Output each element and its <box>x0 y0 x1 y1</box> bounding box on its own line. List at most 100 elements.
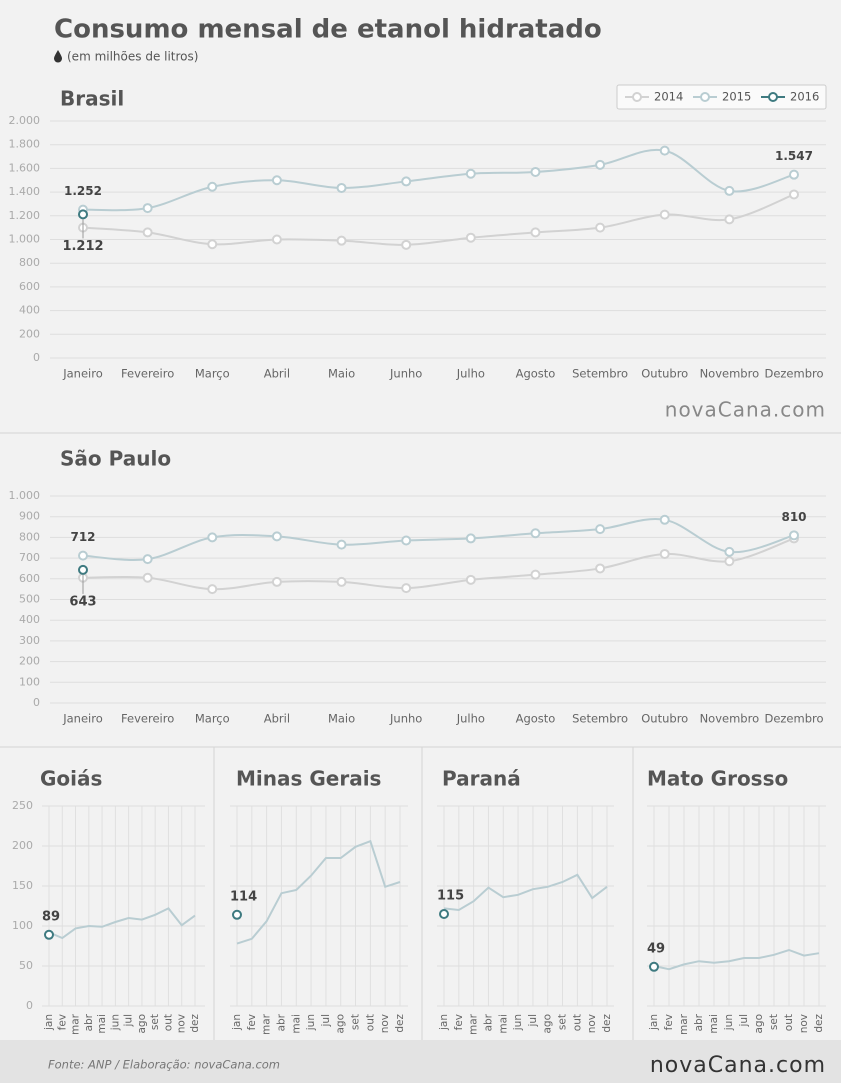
point <box>142 572 153 583</box>
point <box>271 576 282 587</box>
y-tick-label: 700 <box>19 551 40 564</box>
point <box>142 203 153 214</box>
series-line <box>82 518 795 561</box>
panel-title: São Paulo <box>60 447 171 471</box>
x-tick-label: Junho <box>389 367 422 381</box>
footer <box>0 1040 841 1083</box>
x-tick-label: Abril <box>264 367 290 381</box>
x-tick-label: ago <box>136 1014 148 1034</box>
point <box>530 569 541 580</box>
point <box>530 227 541 238</box>
y-tick-label: 250 <box>12 799 33 812</box>
point <box>401 239 412 250</box>
point <box>595 524 606 535</box>
x-tick-label: jul <box>123 1014 135 1028</box>
x-tick-label: dez <box>189 1014 201 1033</box>
y-tick-label: 800 <box>19 530 40 543</box>
x-tick-label: Dezembro <box>764 712 823 726</box>
point <box>207 532 218 543</box>
x-tick-label: nov <box>176 1014 188 1033</box>
data-label: 115 <box>437 889 464 904</box>
y-tick-label: 900 <box>19 510 40 523</box>
legend-box <box>616 84 827 110</box>
y-tick-label: 800 <box>19 256 40 269</box>
x-tick-label: Fevereiro <box>121 367 174 381</box>
x-tick-label: mar <box>678 1013 690 1035</box>
x-tick-label: fev <box>246 1014 258 1030</box>
x-tick-label: ago <box>753 1014 765 1034</box>
y-tick-label: 200 <box>19 327 40 340</box>
y-tick-label: 300 <box>19 634 40 647</box>
point <box>465 168 476 179</box>
x-tick-label: jan <box>648 1014 660 1031</box>
point <box>724 556 735 567</box>
x-tick-label: abr <box>693 1013 705 1031</box>
x-tick-label: out <box>783 1014 795 1031</box>
x-tick-label: Maio <box>328 712 355 726</box>
point <box>142 227 153 238</box>
x-tick-label: Junho <box>389 712 422 726</box>
x-tick-label: jun <box>305 1014 317 1031</box>
panel-title: Mato Grosso <box>647 767 788 791</box>
x-tick-label: fev <box>453 1014 465 1030</box>
y-tick-label: 150 <box>12 879 33 892</box>
x-tick-label: Maio <box>328 367 355 381</box>
point <box>336 182 347 193</box>
y-tick-label: 100 <box>19 675 40 688</box>
x-tick-label: nov <box>586 1014 598 1033</box>
x-tick-label: abr <box>482 1013 494 1031</box>
point <box>401 583 412 594</box>
x-tick-label: Novembro <box>700 367 760 381</box>
y-tick-label: 2.000 <box>9 114 41 127</box>
series-line <box>82 193 795 246</box>
y-tick-label: 1.800 <box>9 138 41 151</box>
point <box>465 533 476 544</box>
legend-label: 2015 <box>722 90 751 104</box>
x-tick-label: out <box>162 1014 174 1031</box>
point <box>465 232 476 243</box>
subtitle: (em milhões de litros) <box>67 50 198 64</box>
point <box>44 929 54 940</box>
x-tick-label: jul <box>738 1014 750 1028</box>
point <box>401 176 412 187</box>
legend-swatch <box>632 92 642 102</box>
x-tick-label: Janeiro <box>62 367 103 381</box>
x-tick-label: mar <box>468 1013 480 1035</box>
point <box>207 181 218 192</box>
series-line <box>443 873 608 912</box>
point <box>595 563 606 574</box>
point <box>649 961 659 972</box>
x-tick-label: Fevereiro <box>121 712 174 726</box>
brand: novaCana.com <box>665 398 826 422</box>
data-label: 712 <box>70 530 95 544</box>
x-tick-label: mai <box>497 1014 509 1034</box>
legend-label: 2016 <box>790 90 819 104</box>
point <box>595 222 606 233</box>
x-tick-label: jun <box>512 1014 524 1031</box>
point <box>789 169 799 180</box>
y-tick-label: 500 <box>19 593 40 606</box>
x-tick-label: Março <box>195 367 230 381</box>
x-tick-label: nov <box>379 1014 391 1033</box>
x-tick-label: set <box>149 1014 161 1030</box>
data-label: 49 <box>647 941 665 956</box>
point <box>78 564 88 575</box>
x-tick-label: abr <box>83 1013 95 1031</box>
y-tick-label: 0 <box>26 999 33 1012</box>
y-tick-label: 100 <box>12 919 33 932</box>
x-tick-label: jun <box>109 1014 121 1031</box>
point <box>724 185 735 196</box>
y-tick-label: 400 <box>19 613 40 626</box>
x-tick-label: dez <box>394 1014 406 1033</box>
x-tick-label: jul <box>527 1014 539 1028</box>
y-tick-label: 600 <box>19 280 40 293</box>
data-label: 1.547 <box>775 149 813 163</box>
page-title: Consumo mensal de etanol hidratado <box>54 15 602 45</box>
y-tick-label: 600 <box>19 572 40 585</box>
point <box>232 909 242 920</box>
point <box>271 234 282 245</box>
x-tick-label: fev <box>663 1014 675 1030</box>
source: Fonte: ANP / Elaboração: novaCana.com <box>48 1058 280 1072</box>
